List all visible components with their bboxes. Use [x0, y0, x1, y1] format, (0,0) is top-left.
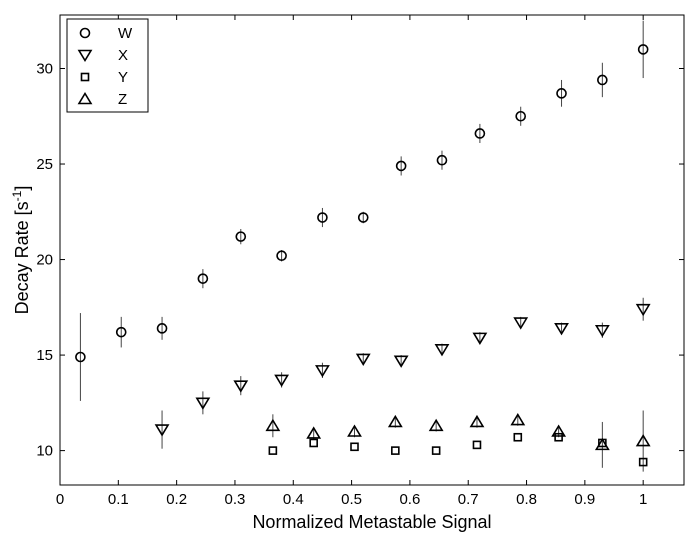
legend-marker-w — [79, 27, 91, 39]
x-tick-label: 0.9 — [574, 491, 595, 508]
point-w — [197, 273, 209, 284]
point-x — [635, 303, 651, 317]
point-z — [387, 414, 403, 428]
x-tick-label: 0.1 — [108, 491, 129, 508]
y-axis-label-exponent: -1 — [10, 190, 24, 201]
y-tick-label: 30 — [36, 60, 53, 77]
legend-marker-z — [77, 91, 93, 105]
point-x — [594, 324, 610, 338]
point-w — [115, 326, 127, 338]
point-w — [556, 88, 567, 99]
point-w — [515, 110, 527, 122]
x-tick-label: 0.5 — [341, 491, 362, 508]
point-z — [469, 414, 485, 428]
point-x — [233, 380, 249, 393]
legend-label-w: W — [118, 25, 133, 42]
point-w — [276, 250, 287, 262]
point-y — [554, 432, 563, 442]
point-z — [347, 424, 362, 437]
plot-area — [59, 14, 685, 486]
point-z — [428, 418, 444, 432]
point-x — [355, 353, 371, 366]
legend-marker-x — [77, 49, 93, 63]
point-y — [431, 446, 441, 455]
point-z — [635, 434, 651, 447]
point-x — [195, 397, 211, 410]
point-w — [235, 231, 247, 242]
point-w — [75, 351, 86, 363]
x-tick-label: 0.8 — [516, 491, 537, 508]
point-x — [513, 317, 529, 330]
point-y — [638, 457, 648, 467]
y-tick-label: 15 — [36, 347, 53, 364]
legend-box — [66, 18, 149, 113]
point-x — [554, 323, 569, 336]
x-tick-label: 0.2 — [166, 491, 187, 508]
point-z — [306, 426, 322, 439]
legend-label-z: Z — [118, 91, 127, 108]
point-x — [274, 374, 290, 387]
point-w — [436, 154, 448, 166]
point-w — [156, 323, 168, 334]
x-tick-label: 0.7 — [458, 491, 479, 508]
point-y — [513, 432, 523, 442]
legend-marker-y — [80, 72, 90, 82]
y-tick-label: 10 — [36, 443, 53, 460]
y-tick-label: 20 — [36, 252, 53, 269]
point-y — [472, 440, 482, 450]
data-markers — [75, 44, 651, 467]
legend-label-y: Y — [118, 69, 128, 86]
point-y — [268, 446, 278, 455]
point-z — [265, 418, 281, 432]
x-tick-label: 0.6 — [399, 491, 420, 508]
point-w — [395, 160, 407, 172]
point-z — [510, 412, 526, 426]
x-tick-label: 1 — [639, 491, 647, 508]
y-axis-label: Decay Rate [s-1] — [10, 186, 32, 315]
point-w — [317, 212, 328, 223]
point-y — [391, 446, 400, 455]
point-x — [393, 355, 409, 368]
point-x — [315, 365, 330, 378]
point-x — [154, 424, 170, 437]
x-tick-label: 0.3 — [225, 491, 246, 508]
legend-label-x: X — [118, 47, 128, 64]
x-tick-label: 0.4 — [283, 491, 304, 508]
axis-ticks: 0 0.1 0.2 0.3 0.4 0.5 0.6 0.7 0.8 0.9 1 10 15 20 25 30 — [36, 15, 684, 508]
point-x — [472, 332, 488, 345]
point-x — [434, 344, 450, 357]
y-tick-label: 25 — [36, 156, 53, 173]
point-w — [637, 44, 649, 55]
x-axis-label: Normalized Metastable Signal — [252, 512, 491, 532]
point-y — [350, 442, 359, 452]
point-w — [597, 74, 608, 86]
point-z — [551, 424, 567, 437]
point-z — [594, 437, 610, 451]
point-w — [357, 212, 369, 223]
x-tick-label: 0 — [56, 491, 64, 508]
point-w — [474, 128, 486, 139]
point-y — [309, 438, 318, 448]
